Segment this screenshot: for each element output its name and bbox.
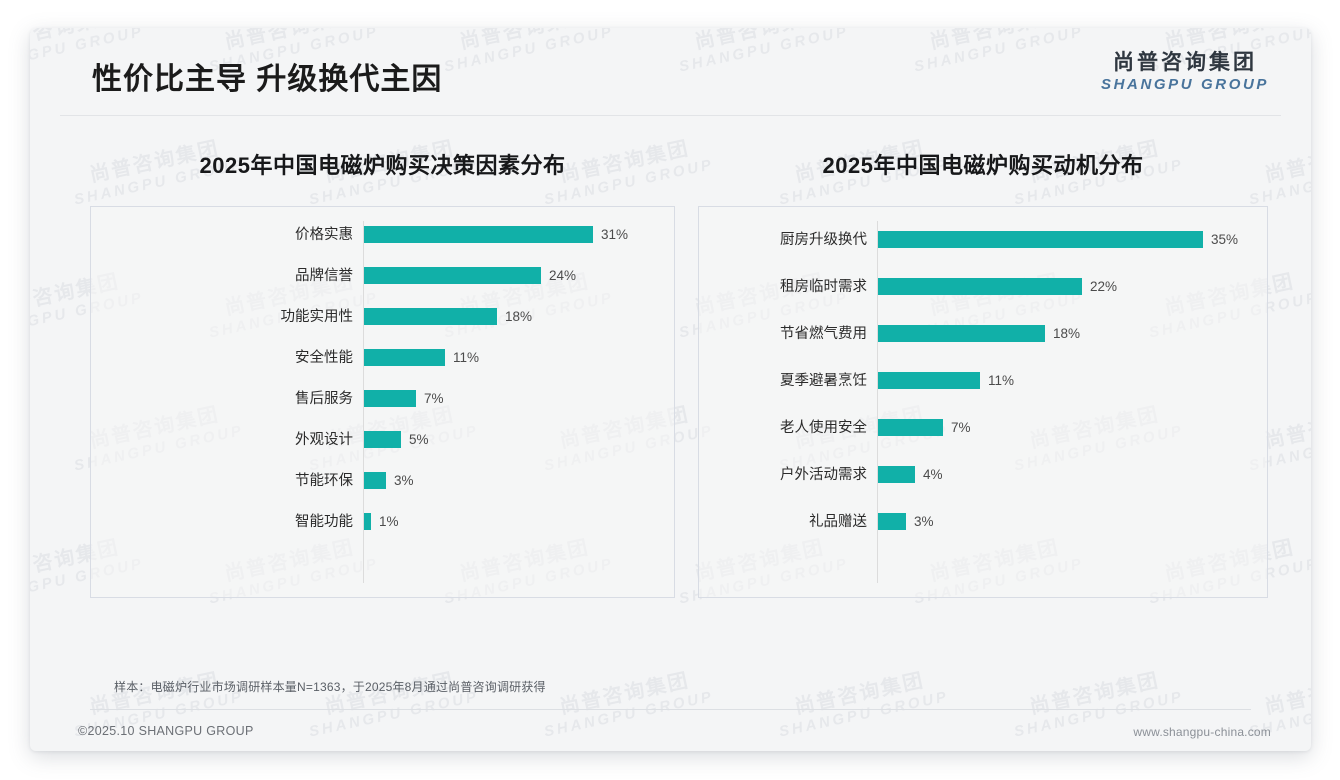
bar-value-label: 4% (923, 467, 943, 482)
chart-panel-right: 厨房升级换代 35% 租房临时需求 22% 节省燃气费用 18% 夏季避暑烹饪 11% 老人使用… (698, 206, 1268, 598)
bar-category-label: 功能实用性 (280, 309, 354, 325)
bar[interactable] (364, 390, 416, 407)
bar-category-label: 厨房升级换代 (780, 232, 867, 248)
bar-value-label: 5% (409, 432, 429, 447)
page-title: 性价比主导 升级换代主因 (92, 63, 443, 96)
chart-title-right: 2025年中国电磁炉购买动机分布 (822, 153, 1144, 178)
slide-header: 性价比主导 升级换代主因 尚普咨询集团 SHANGPU GROUP (30, 28, 1311, 116)
bar-value-label: 7% (424, 391, 444, 406)
bar-row[interactable]: 价格实惠 31% (91, 223, 674, 247)
footnote-section: 样本：电磁炉行业市场调研样本量N=1363，于2025年8月通过尚普咨询调研获得 (90, 678, 1251, 710)
bar-value-label: 3% (394, 473, 414, 488)
bar-category-label: 外观设计 (295, 432, 353, 448)
header-divider (60, 115, 1281, 116)
bar[interactable] (364, 349, 445, 366)
bar-category-label: 礼品赠送 (809, 514, 867, 530)
bar-value-label: 3% (914, 514, 934, 529)
bar-row[interactable]: 礼品赠送 3% (699, 510, 1267, 534)
chart-panel-left: 价格实惠 31% 品牌信誉 24% 功能实用性 18% 安全性能 11% 售后服务 7% 外观设计 5… (90, 206, 675, 598)
bar-row[interactable]: 租房临时需求 22% (699, 275, 1267, 299)
bar-row[interactable]: 售后服务 7% (91, 387, 674, 411)
slide-footer: ©2025.10 SHANGPU GROUP www.shangpu-china… (30, 716, 1311, 751)
bar-row[interactable]: 节省燃气费用 18% (699, 322, 1267, 346)
footer-divider (90, 709, 1251, 710)
bar[interactable] (364, 226, 593, 243)
bar-value-label: 22% (1090, 279, 1118, 294)
bar-row[interactable]: 外观设计 5% (91, 428, 674, 452)
bar-value-label: 31% (601, 227, 629, 242)
bar-category-label: 售后服务 (295, 391, 353, 407)
bar[interactable] (878, 466, 915, 483)
bar-plot-right: 厨房升级换代 35% 租房临时需求 22% 节省燃气费用 18% 夏季避暑烹饪 11% 老人使用… (699, 207, 1267, 597)
bar-category-label: 智能功能 (295, 514, 353, 530)
chart-block-decision-factors: 2025年中国电磁炉购买决策因素分布 价格实惠 31% 品牌信誉 24% 功能实用性 18… (90, 148, 675, 598)
bar[interactable] (878, 513, 906, 530)
chart-block-purchase-motivation: 2025年中国电磁炉购买动机分布 厨房升级换代 35% 租房临时需求 22% 节省燃气费… (698, 148, 1268, 598)
bar[interactable] (878, 278, 1082, 295)
bar-category-label: 节省燃气费用 (780, 326, 867, 342)
bar-row[interactable]: 节能环保 3% (91, 469, 674, 493)
chart-title-left: 2025年中国电磁炉购买决策因素分布 (199, 153, 566, 178)
bar-row[interactable]: 品牌信誉 24% (91, 264, 674, 288)
bar[interactable] (364, 267, 541, 284)
bar[interactable] (878, 419, 943, 436)
bar-value-label: 11% (453, 350, 480, 365)
bar-category-label: 节能环保 (295, 473, 353, 489)
bar-value-label: 11% (988, 373, 1015, 388)
bar[interactable] (364, 431, 401, 448)
bar-value-label: 35% (1211, 232, 1239, 247)
bar-category-label: 夏季避暑烹饪 (780, 373, 867, 389)
chart-axis-line (363, 221, 364, 583)
bar-category-label: 价格实惠 (295, 227, 353, 243)
bar-row[interactable]: 功能实用性 18% (91, 305, 674, 329)
bar-value-label: 1% (379, 514, 399, 529)
sample-footnote: 样本：电磁炉行业市场调研样本量N=1363，于2025年8月通过尚普咨询调研获得 (114, 680, 546, 694)
bar-row[interactable]: 夏季避暑烹饪 11% (699, 369, 1267, 393)
bar-row[interactable]: 安全性能 11% (91, 346, 674, 370)
bar[interactable] (878, 325, 1045, 342)
bar-category-label: 安全性能 (295, 350, 353, 366)
slide-card: 尚普咨询集团 SHANGPU GROUP 尚普咨询集团 SHANGPU GROUP 尚普… (30, 28, 1311, 751)
bar-value-label: 18% (1053, 326, 1081, 341)
bar[interactable] (364, 308, 497, 325)
bar-plot-left: 价格实惠 31% 品牌信誉 24% 功能实用性 18% 安全性能 11% 售后服务 7% 外观设计 5… (91, 207, 674, 597)
copyright-text: ©2025.10 SHANGPU GROUP (78, 724, 254, 738)
bar[interactable] (878, 231, 1203, 248)
bar[interactable] (364, 472, 386, 489)
bar[interactable] (364, 513, 371, 530)
bar-value-label: 18% (505, 309, 533, 324)
logo-english-text: SHANGPU GROUP (1101, 76, 1269, 94)
bar-category-label: 老人使用安全 (780, 420, 867, 436)
bar-category-label: 户外活动需求 (780, 467, 867, 483)
bar-category-label: 租房临时需求 (780, 279, 867, 295)
bar-row[interactable]: 厨房升级换代 35% (699, 228, 1267, 252)
bar-row[interactable]: 老人使用安全 7% (699, 416, 1267, 440)
chart-axis-line (877, 221, 878, 583)
bar-category-label: 品牌信誉 (295, 268, 353, 284)
bar-row[interactable]: 户外活动需求 4% (699, 463, 1267, 487)
bar-value-label: 24% (549, 268, 577, 283)
logo-chinese-text: 尚普咨询集团 (1113, 51, 1257, 74)
bar-value-label: 7% (951, 420, 971, 435)
website-link[interactable]: www.shangpu-china.com (1133, 725, 1271, 739)
bar[interactable] (878, 372, 980, 389)
bar-row[interactable]: 智能功能 1% (91, 510, 674, 534)
company-logo: 尚普咨询集团 SHANGPU GROUP (1101, 50, 1269, 95)
